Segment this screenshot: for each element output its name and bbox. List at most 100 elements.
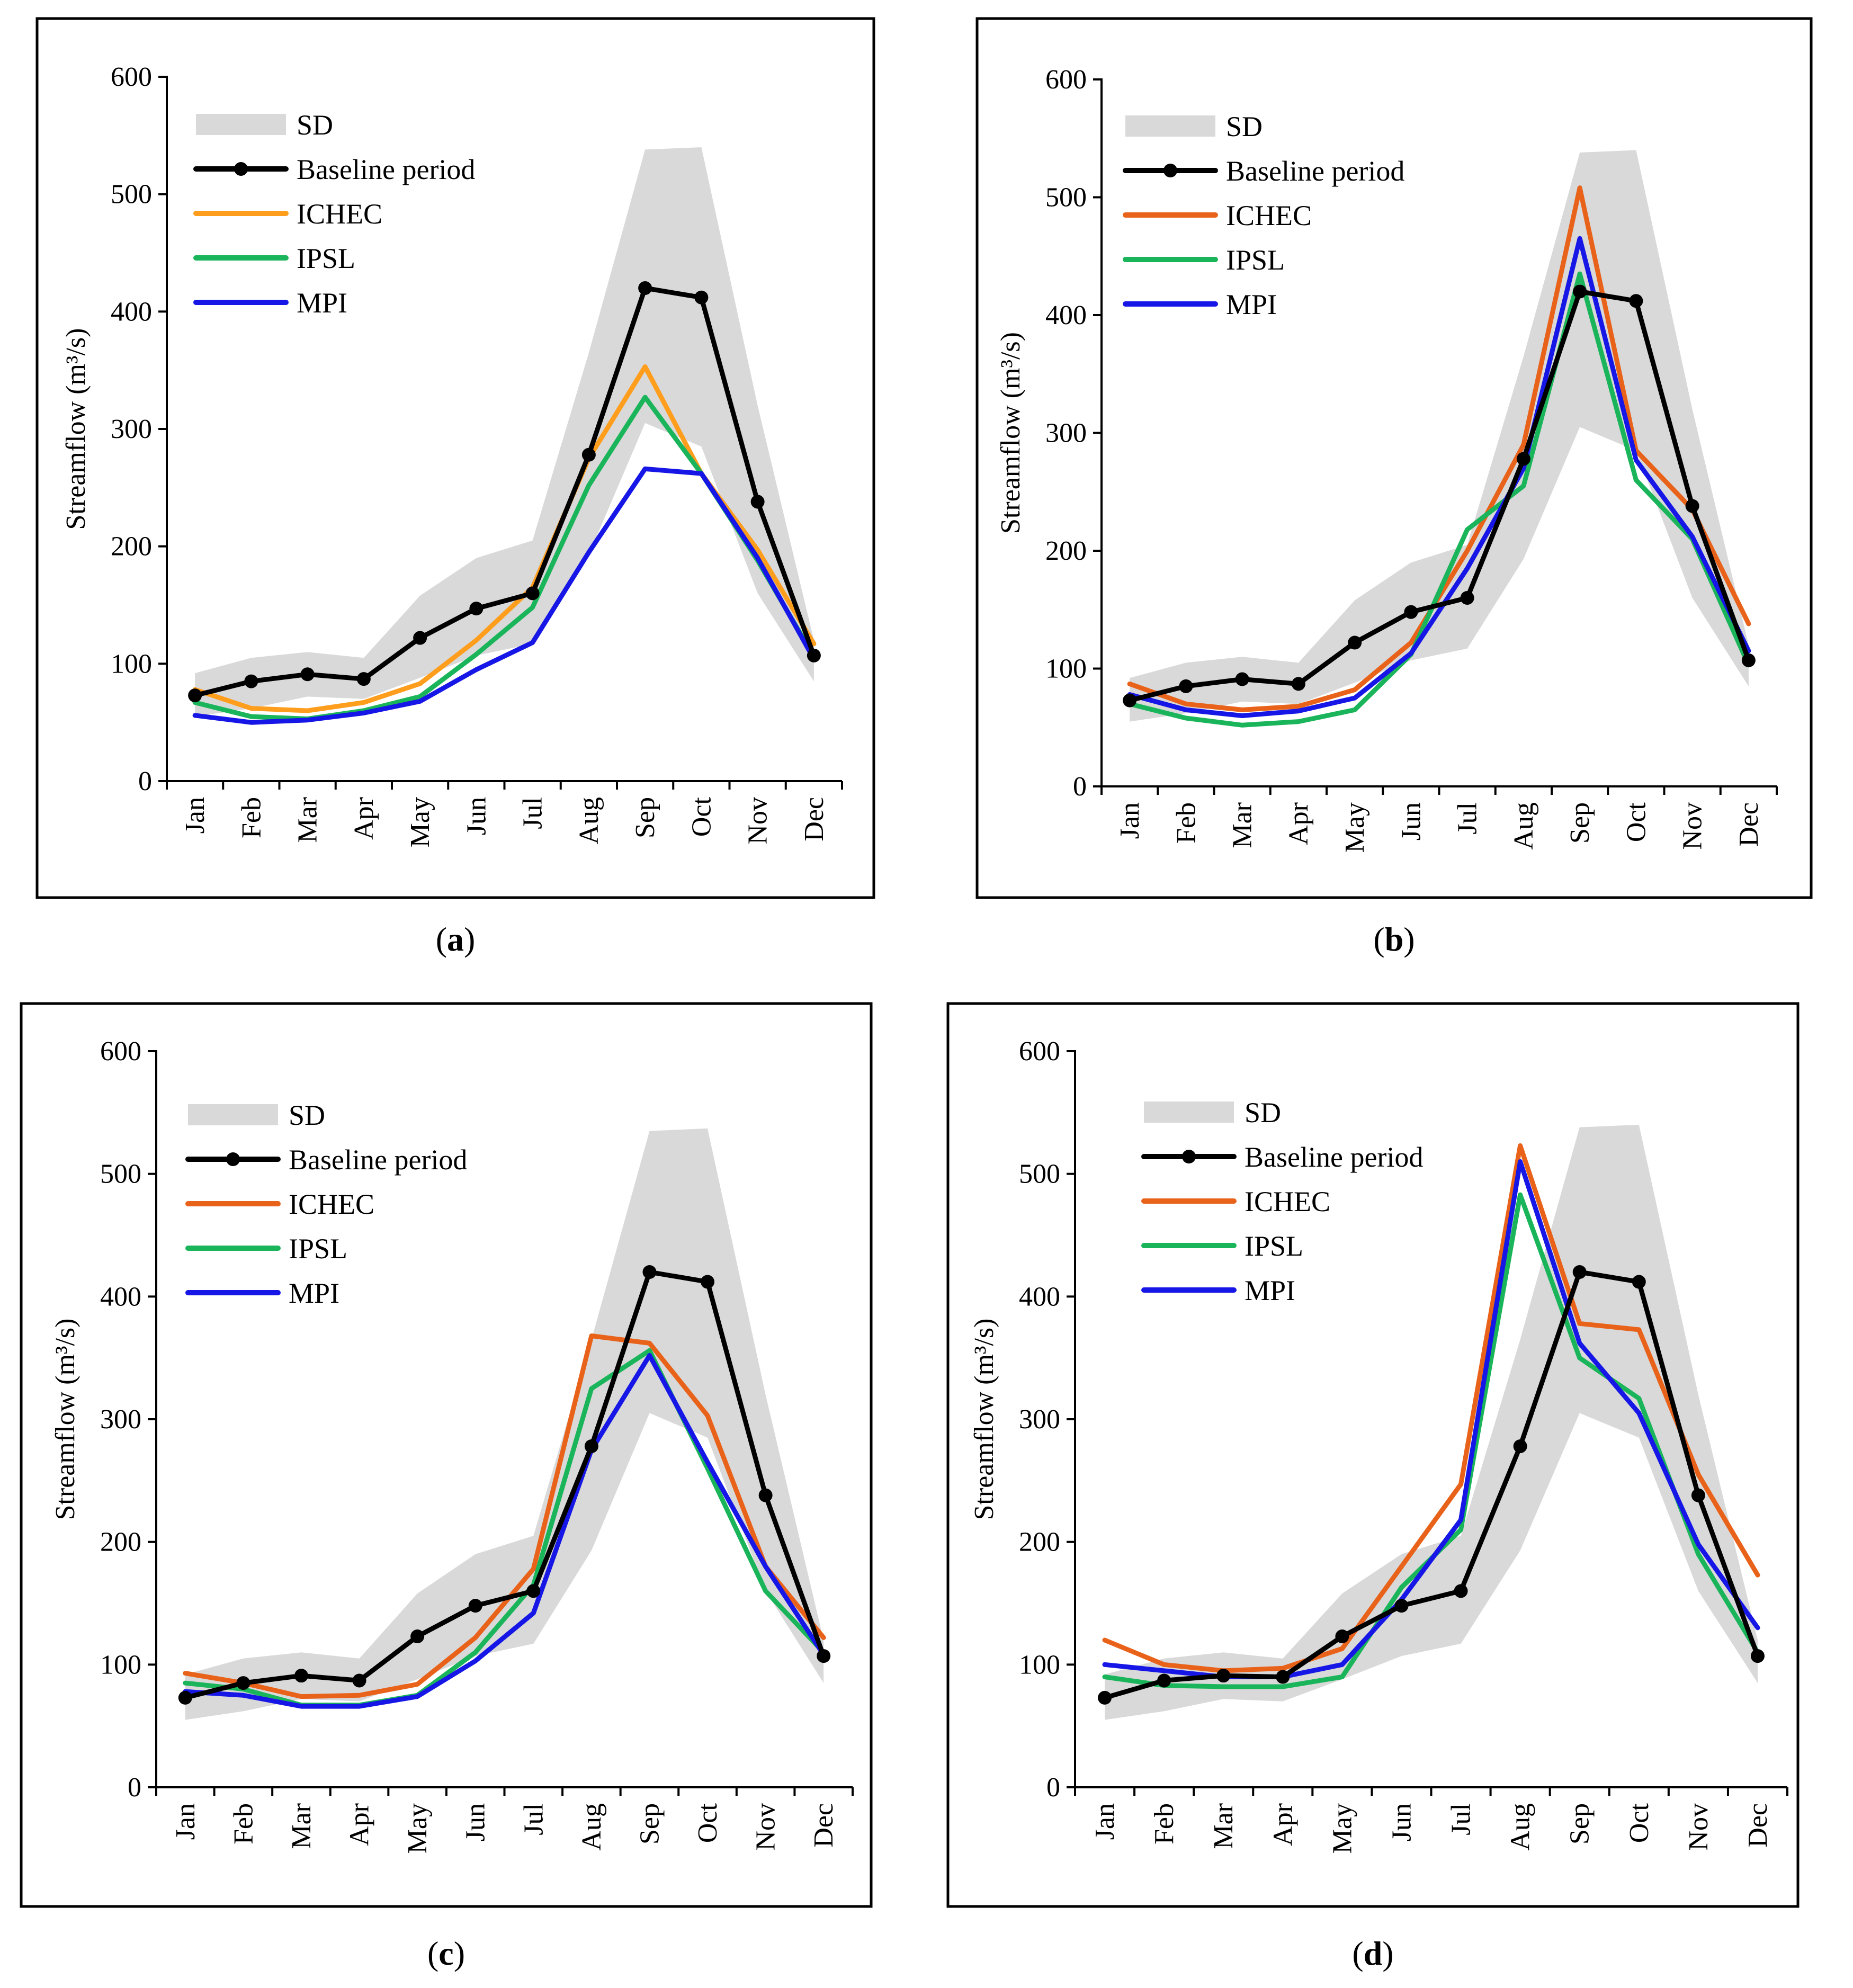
legend-swatch-sd xyxy=(188,1104,278,1125)
x-tick-label: Jan xyxy=(1090,1803,1120,1840)
legend-label-ichec: ICHEC xyxy=(1226,200,1312,231)
x-tick-label: May xyxy=(405,797,435,847)
y-tick-label: 100 xyxy=(100,1650,141,1680)
y-axis-title: Streamflow (m³/s) xyxy=(969,1319,999,1520)
legend-label-ipsl: IPSL xyxy=(297,243,355,274)
legend-label-mpi: MPI xyxy=(297,287,347,319)
data-point-baseline-period xyxy=(1157,1673,1171,1688)
y-tick-label: 400 xyxy=(1045,300,1087,330)
chart-panel-d: 0 100 200 300 400 500 600 Jan Feb Mar Apr May Jun Jul… xyxy=(946,1002,1800,1972)
y-axis-title: Streamflow (m³/s) xyxy=(50,1319,80,1520)
data-point-baseline-period xyxy=(1460,591,1474,605)
x-tick-label: Aug xyxy=(577,1803,607,1851)
x-tick-label: Feb xyxy=(228,1803,258,1844)
chart-panel-b: 0 100 200 300 400 500 600 Jan Feb Mar Apr May Jun Jul… xyxy=(975,17,1813,958)
x-tick-label: Feb xyxy=(236,797,266,838)
legend-label-sd: SD xyxy=(289,1099,325,1131)
data-point-baseline-period xyxy=(817,1649,831,1663)
y-tick-label: 100 xyxy=(1045,654,1087,684)
data-point-baseline-period xyxy=(807,648,821,662)
x-tick-label: Apr xyxy=(1284,802,1314,845)
data-point-baseline-period xyxy=(244,674,258,688)
data-point-baseline-period xyxy=(294,1669,308,1683)
legend-label-sd: SD xyxy=(297,109,333,141)
y-tick-label: 500 xyxy=(111,180,152,210)
data-point-baseline-period xyxy=(701,1275,715,1289)
data-point-baseline-period xyxy=(1685,499,1699,513)
data-point-baseline-period xyxy=(469,602,484,616)
data-point-baseline-period xyxy=(1216,1669,1231,1683)
y-tick-label: 0 xyxy=(1046,1772,1060,1803)
x-tick-label: Nov xyxy=(751,1803,781,1851)
data-point-baseline-period xyxy=(1513,1439,1527,1453)
data-point-baseline-period xyxy=(1179,679,1193,693)
x-tick-label: Apr xyxy=(349,797,379,840)
legend-marker-baseline xyxy=(234,162,248,176)
x-tick-label: Mar xyxy=(293,797,323,843)
data-point-baseline-period xyxy=(1629,294,1643,308)
x-tick-label: Oct xyxy=(686,796,717,837)
data-point-baseline-period xyxy=(1573,284,1587,299)
data-point-baseline-period xyxy=(638,281,652,295)
y-tick-label: 500 xyxy=(1045,183,1087,213)
legend-label-mpi: MPI xyxy=(1245,1275,1295,1306)
x-tick-label: Jun xyxy=(461,1803,491,1841)
data-point-baseline-period xyxy=(468,1599,482,1613)
data-point-baseline-period xyxy=(1516,452,1530,466)
x-tick-label: Feb xyxy=(1171,802,1201,844)
legend-label-sd: SD xyxy=(1226,111,1263,142)
x-tick-label: Jul xyxy=(518,1803,549,1835)
x-tick-label: Sep xyxy=(1565,802,1595,844)
x-tick-label: Apr xyxy=(1268,1803,1298,1846)
legend-label-baseline: Baseline period xyxy=(297,154,475,185)
y-tick-label: 500 xyxy=(1019,1159,1060,1189)
x-tick-label: Aug xyxy=(574,797,604,845)
y-tick-label: 400 xyxy=(111,297,152,327)
series-line-baseline-period xyxy=(1102,1269,1760,1700)
x-tick-label: Oct xyxy=(1621,802,1651,842)
data-point-baseline-period xyxy=(1691,1488,1705,1502)
x-tick-label: Aug xyxy=(1509,802,1539,850)
caption-open: ( xyxy=(1373,920,1384,958)
data-point-baseline-period xyxy=(188,688,202,703)
legend-marker-baseline xyxy=(226,1152,240,1166)
data-point-baseline-period xyxy=(1276,1670,1290,1684)
legend-label-mpi: MPI xyxy=(289,1277,339,1309)
y-tick-label: 200 xyxy=(100,1527,141,1557)
x-tick-label: Jul xyxy=(518,797,548,829)
data-point-baseline-period xyxy=(750,495,765,509)
data-point-baseline-period xyxy=(178,1690,192,1705)
data-point-baseline-period xyxy=(300,667,315,682)
y-tick-label: 600 xyxy=(111,62,152,92)
x-tick-label: Nov xyxy=(1678,802,1708,850)
x-tick-label: Dec xyxy=(1734,802,1764,847)
x-tick-label: Jun xyxy=(1386,1803,1417,1841)
y-axis-title: Streamflow (m³/s) xyxy=(61,328,91,530)
legend-marker-baseline xyxy=(1163,164,1177,177)
data-point-baseline-period xyxy=(410,1629,425,1644)
legend-label-baseline: Baseline period xyxy=(1226,155,1404,187)
data-point-baseline-period xyxy=(1632,1275,1646,1289)
legend-label-ichec: ICHEC xyxy=(297,198,382,230)
x-tick-label: Jul xyxy=(1446,1803,1476,1835)
y-tick-label: 200 xyxy=(111,532,152,562)
series-line-baseline-period xyxy=(192,285,817,698)
legend-label-mpi: MPI xyxy=(1226,289,1277,320)
y-tick-label: 500 xyxy=(100,1159,141,1189)
data-point-baseline-period xyxy=(1348,635,1362,650)
y-tick-label: 600 xyxy=(1019,1036,1060,1067)
legend-label-ichec: ICHEC xyxy=(1245,1186,1330,1217)
legend-label-sd: SD xyxy=(1245,1097,1281,1129)
x-tick-label: Jun xyxy=(1396,802,1426,840)
legend-swatch-sd xyxy=(196,114,286,135)
panel-caption: (a) xyxy=(436,920,476,958)
panel-caption: (d) xyxy=(1352,1935,1393,1972)
data-point-baseline-period xyxy=(1235,672,1249,686)
data-point-baseline-period xyxy=(236,1676,250,1690)
y-tick-label: 300 xyxy=(100,1404,141,1435)
data-point-baseline-period xyxy=(758,1488,773,1502)
caption-close: ) xyxy=(1403,920,1415,958)
data-point-baseline-period xyxy=(1394,1599,1409,1613)
y-tick-label: 100 xyxy=(1019,1650,1060,1680)
